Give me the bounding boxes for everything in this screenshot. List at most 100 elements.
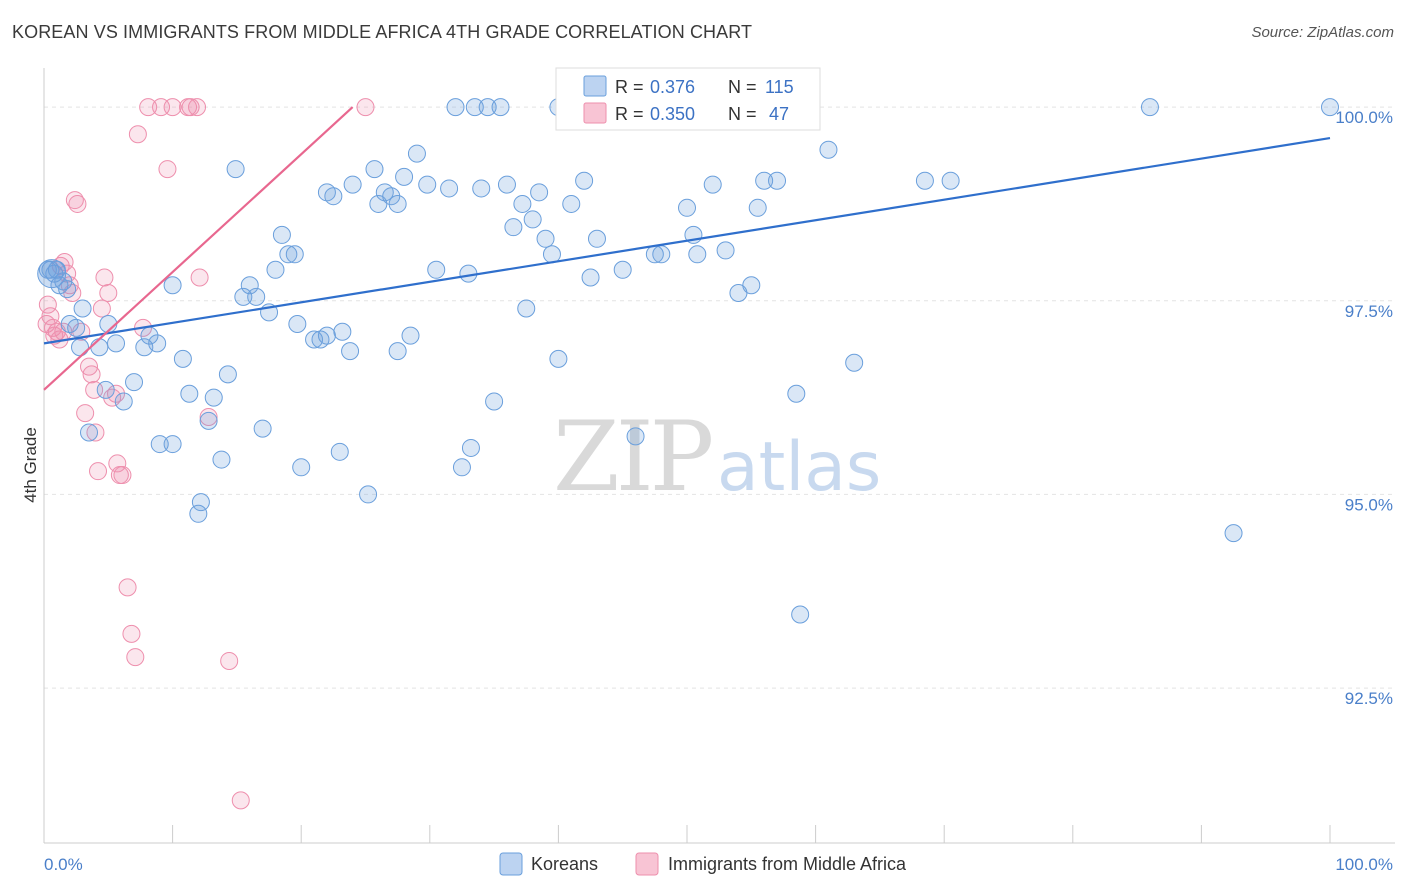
koreans-point-27 xyxy=(212,450,231,469)
koreans-point-82 xyxy=(587,229,606,248)
koreans-point-12 xyxy=(107,334,126,353)
koreans-point-99 xyxy=(768,171,787,190)
immigrants-point-17 xyxy=(82,365,101,384)
koreans-point-83 xyxy=(613,260,632,279)
koreans-point-76 xyxy=(536,229,555,248)
koreans-point-94 xyxy=(716,241,735,260)
immigrants-point-22 xyxy=(95,268,114,287)
x-tick-label-1: 100.0% xyxy=(1335,855,1393,874)
trend-lines xyxy=(43,106,1331,391)
immigrants-point-30 xyxy=(122,624,141,643)
x-tick-labels: 0.0% 100.0% xyxy=(44,855,1393,874)
chart-source: Source: ZipAtlas.com xyxy=(1251,24,1394,41)
immigrants-point-42 xyxy=(199,407,218,426)
koreans-point-36 xyxy=(272,225,291,244)
koreans-point-87 xyxy=(652,245,671,264)
koreans-point-113 xyxy=(388,342,407,361)
koreans-point-58 xyxy=(418,175,437,194)
koreans-point-22 xyxy=(180,384,199,403)
koreans-point-7 xyxy=(73,299,92,318)
chart-title: KOREAN VS IMMIGRANTS FROM MIDDLE AFRICA … xyxy=(12,22,753,42)
koreans-point-74 xyxy=(523,210,542,229)
koreans-point-80 xyxy=(575,171,594,190)
koreans-point-20 xyxy=(163,276,182,295)
immigrants-point-1 xyxy=(38,295,57,314)
bottom-legend-swatch-immigrants xyxy=(635,852,659,876)
watermark: ZIP atlas xyxy=(553,401,881,513)
legend-r-label-immigrants: R = xyxy=(615,104,644,124)
koreans-point-75 xyxy=(530,183,549,202)
koreans-point-66 xyxy=(472,179,491,198)
immigrants-point-23 xyxy=(99,284,118,303)
koreans-point-59 xyxy=(427,260,446,279)
koreans-point-13 xyxy=(114,392,133,411)
gridlines xyxy=(44,106,1395,689)
koreans-point-6 xyxy=(67,318,86,337)
koreans-point-cluster xyxy=(37,259,67,289)
koreans-point-73 xyxy=(517,299,536,318)
y-axis-label: 4th Grade xyxy=(21,427,40,503)
y-tick-label-0: 92.5% xyxy=(1345,689,1393,708)
koreans-point-49 xyxy=(359,485,378,504)
koreans-point-101 xyxy=(791,605,810,624)
koreans-point-84 xyxy=(626,427,645,446)
koreans-point-79 xyxy=(562,194,581,213)
y-tick-label-3: 100.0% xyxy=(1335,108,1393,127)
y-tick-label-1: 95.0% xyxy=(1345,495,1393,514)
koreans-point-40 xyxy=(292,458,311,477)
immigrants-point-32 xyxy=(128,125,147,144)
koreans-point-67 xyxy=(478,98,497,117)
koreans-point-39 xyxy=(288,315,307,334)
koreans-point-78 xyxy=(549,349,568,368)
legend-n-value-koreans: 115 xyxy=(765,77,794,97)
immigrants-point-40 xyxy=(188,98,207,117)
immigrants-point-43 xyxy=(220,651,239,670)
y-tick-label-2: 97.5% xyxy=(1345,302,1393,321)
koreans-point-61 xyxy=(446,98,465,117)
koreans-point-24 xyxy=(191,493,210,512)
immigrants-point-37 xyxy=(163,98,182,117)
legend-swatch-koreans xyxy=(583,75,607,97)
koreans-point-88 xyxy=(678,198,696,217)
bottom-legend-koreans: Koreans xyxy=(531,854,598,874)
series-legend: Koreans Immigrants from Middle Africa xyxy=(499,852,907,876)
koreans-point-9 xyxy=(90,338,109,357)
legend-r-value-immigrants: 0.350 xyxy=(650,104,695,124)
koreans-point-25 xyxy=(199,411,218,430)
koreans-point-103 xyxy=(845,353,864,372)
koreans-point-26 xyxy=(204,388,223,407)
koreans-point-56 xyxy=(401,326,420,345)
stats-legend: R = 0.376 N = 115 R = 0.350 N = 47 xyxy=(555,67,821,131)
koreans-point-47 xyxy=(341,342,360,361)
koreans-point-62 xyxy=(452,458,471,477)
koreans-point-48 xyxy=(343,175,362,194)
koreans-point-107 xyxy=(1224,524,1243,543)
koreans-point-17 xyxy=(148,334,167,353)
koreans-point-8 xyxy=(80,423,99,442)
immigrants-point-28 xyxy=(113,466,132,485)
legend-n-label-immigrants: N = xyxy=(728,104,757,124)
koreans-point-68 xyxy=(485,392,504,411)
watermark-zip: ZIP xyxy=(553,401,712,513)
legend-n-label-koreans: N = xyxy=(728,77,757,97)
immigrants-point-34 xyxy=(139,98,158,117)
bottom-legend-immigrants: Immigrants from Middle Africa xyxy=(668,854,907,874)
koreans-trend-line xyxy=(43,137,1331,345)
immigrants-point-15 xyxy=(76,404,95,423)
koreans-point-28 xyxy=(218,365,237,384)
koreans-point-46 xyxy=(333,322,352,341)
koreans-point-71 xyxy=(504,218,523,237)
koreans-point-102 xyxy=(819,140,838,159)
koreans-point-108 xyxy=(1321,98,1339,117)
koreans-point-38 xyxy=(285,245,304,264)
koreans-point-105 xyxy=(941,171,960,190)
immigrants-point-36 xyxy=(158,160,177,179)
koreans-point-91 xyxy=(688,245,707,264)
koreans-point-69 xyxy=(491,98,510,117)
koreans-point-54 xyxy=(388,194,407,213)
koreans-point-19 xyxy=(163,435,182,454)
y-tick-labels: 92.5% 95.0% 97.5% 100.0% xyxy=(1335,108,1393,708)
series-immigrants-points xyxy=(37,98,375,810)
koreans-point-14 xyxy=(125,373,144,392)
